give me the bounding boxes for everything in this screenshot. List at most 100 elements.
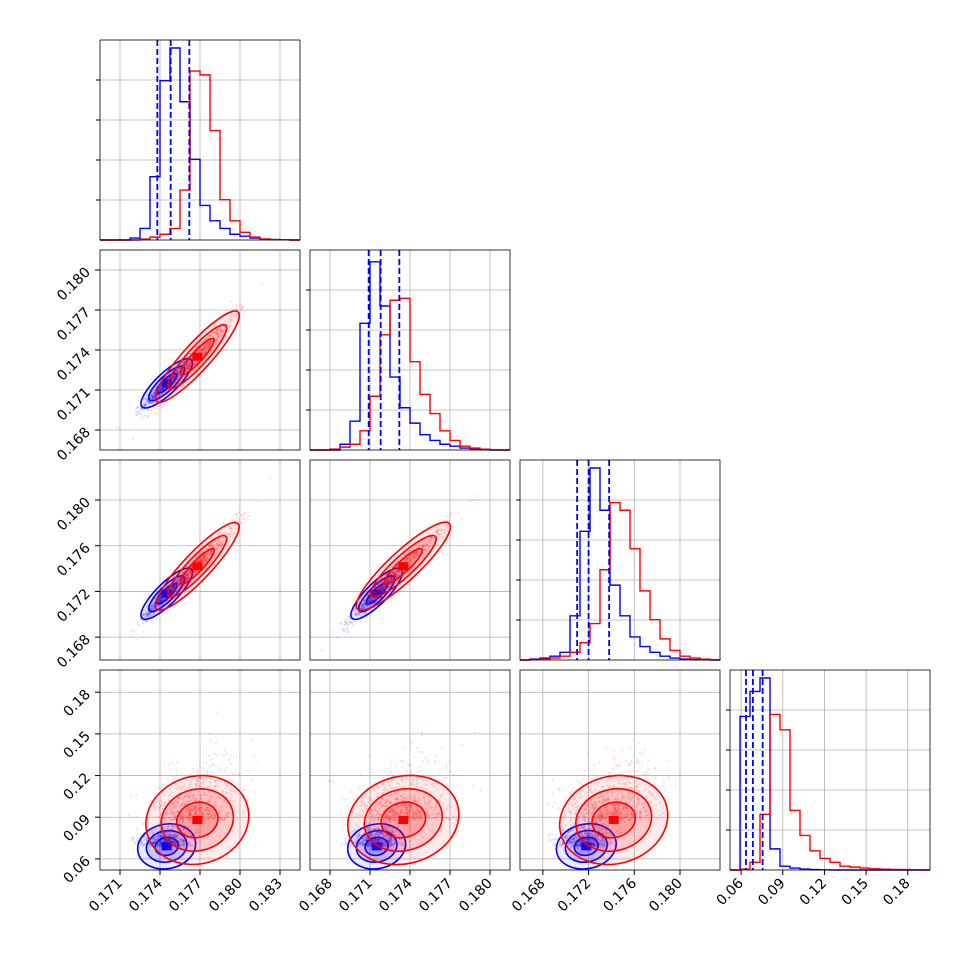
scatter-point xyxy=(185,577,188,581)
scatter-point xyxy=(381,586,385,590)
scatter-point xyxy=(137,623,140,626)
scatter-point xyxy=(149,616,152,619)
scatter-point xyxy=(208,342,211,345)
scatter-point xyxy=(381,588,385,591)
scatter-point xyxy=(351,613,354,616)
scatter-point xyxy=(210,545,214,548)
scatter-point xyxy=(159,388,163,391)
scatter-point xyxy=(179,584,182,587)
scatter-point xyxy=(395,571,399,574)
scatter-point xyxy=(412,553,415,556)
scatter-point xyxy=(214,344,218,348)
scatter-point xyxy=(179,586,182,589)
scatter-point xyxy=(200,349,204,352)
scatter-point xyxy=(418,560,421,563)
scatter-point xyxy=(187,365,190,369)
scatter-point xyxy=(183,369,186,372)
scatter-point xyxy=(404,560,407,563)
scatter-point xyxy=(186,364,189,367)
scatter-point xyxy=(176,370,179,373)
scatter-point xyxy=(216,334,219,337)
scatter-point xyxy=(201,559,204,562)
scatter-point xyxy=(175,371,178,374)
scatter-point xyxy=(219,322,222,325)
scatter-point xyxy=(164,590,168,593)
scatter-point xyxy=(188,570,191,573)
scatter-point xyxy=(153,388,156,391)
scatter-point xyxy=(389,579,392,582)
scatter-point xyxy=(144,612,148,615)
scatter-point xyxy=(204,348,207,352)
scatter-point xyxy=(152,391,155,394)
scatter-point xyxy=(189,573,192,576)
scatter-point xyxy=(172,587,175,590)
scatter-point xyxy=(382,588,385,591)
scatter-point xyxy=(158,599,161,602)
scatter-point xyxy=(172,585,175,588)
scatter-point xyxy=(214,339,217,342)
scatter-point xyxy=(140,407,143,411)
scatter-point xyxy=(168,592,172,595)
scatter-point xyxy=(206,344,209,347)
peak-marker xyxy=(371,589,382,598)
scatter-point xyxy=(397,571,400,574)
scatter-point xyxy=(144,398,147,401)
scatter-point xyxy=(173,584,176,587)
scatter-point xyxy=(387,578,390,581)
scatter-point xyxy=(173,376,176,379)
scatter-point xyxy=(358,612,361,616)
scatter-point xyxy=(176,369,179,373)
scatter-point xyxy=(204,351,207,354)
scatter-point xyxy=(162,599,166,602)
scatter-point xyxy=(158,598,161,601)
scatter-point xyxy=(138,411,141,415)
scatter-point xyxy=(409,558,412,561)
scatter-point xyxy=(378,587,381,590)
scatter-point xyxy=(159,605,162,608)
scatter-point xyxy=(209,343,212,346)
scatter-point xyxy=(174,381,177,385)
scatter-point xyxy=(190,575,193,578)
scatter-point xyxy=(202,339,205,342)
scatter-point xyxy=(160,386,163,390)
scatter-point xyxy=(381,588,384,591)
scatter-point xyxy=(175,580,179,583)
scatter-point xyxy=(368,599,372,603)
scatter-point xyxy=(187,364,191,367)
scatter-point xyxy=(188,576,191,579)
scatter-point xyxy=(208,342,211,345)
scatter-point xyxy=(188,365,191,368)
scatter-point xyxy=(173,597,177,600)
scatter-point xyxy=(147,614,150,617)
scatter-point xyxy=(210,332,213,335)
scatter-point xyxy=(390,577,393,581)
scatter-point xyxy=(382,586,385,589)
scatter-point xyxy=(379,590,382,594)
scatter-point xyxy=(388,580,391,583)
scatter-point xyxy=(382,585,386,589)
scatter-point xyxy=(188,352,191,356)
scatter-point xyxy=(360,606,363,610)
scatter-point xyxy=(224,326,227,329)
scatter-point xyxy=(381,587,385,590)
scatter-point xyxy=(379,587,382,590)
scatter-point xyxy=(393,573,397,576)
scatter-point xyxy=(173,375,176,378)
scatter-point xyxy=(176,581,179,585)
scatter-point xyxy=(381,577,384,580)
scatter-point xyxy=(380,580,383,584)
scatter-point xyxy=(203,338,207,341)
scatter-point xyxy=(188,572,191,575)
scatter-point xyxy=(187,576,190,579)
scatter-point xyxy=(193,571,196,575)
scatter-point xyxy=(204,558,208,561)
scatter-point xyxy=(364,611,368,614)
scatter-point xyxy=(183,367,186,370)
scatter-point xyxy=(213,331,217,334)
scatter-point xyxy=(220,328,224,331)
scatter-point xyxy=(178,374,181,377)
scatter-point xyxy=(174,382,177,385)
scatter-point xyxy=(189,366,192,369)
scatter-point xyxy=(413,554,416,557)
scatter-point xyxy=(388,586,391,589)
